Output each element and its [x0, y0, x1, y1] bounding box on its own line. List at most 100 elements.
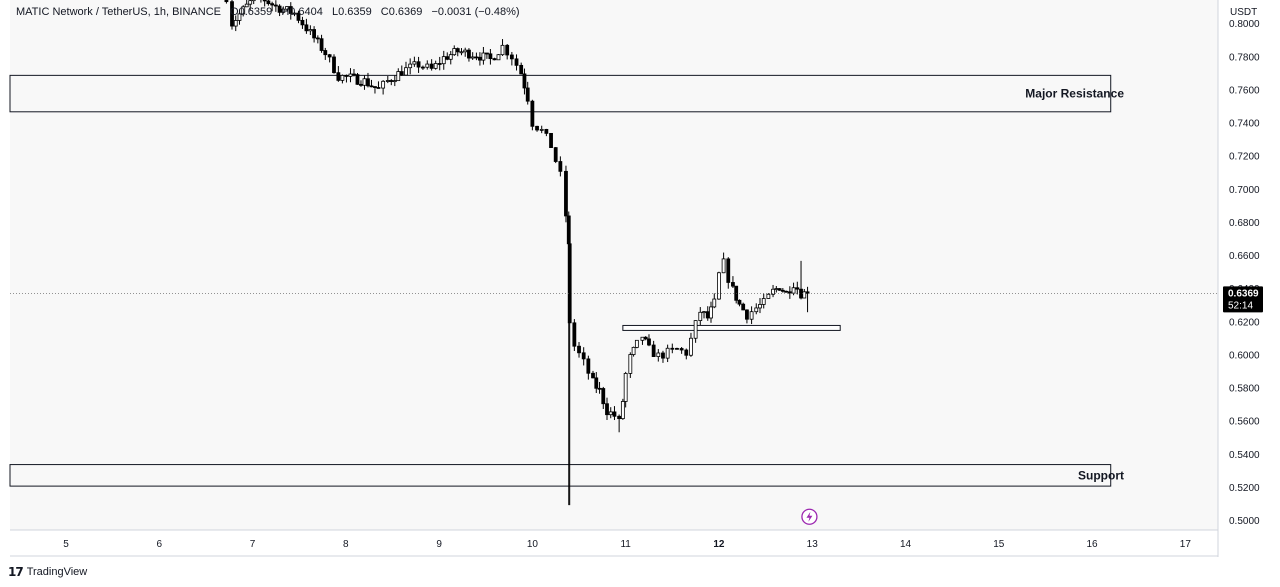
- candle-body: [366, 78, 370, 87]
- candle-body: [429, 63, 434, 69]
- candle-body: [591, 372, 595, 379]
- candle-body: [359, 83, 363, 86]
- time-tick-label: 11: [620, 539, 631, 550]
- candle-body: [412, 61, 417, 65]
- candle-body: [492, 58, 497, 61]
- candle-body: [761, 298, 766, 305]
- tradingview-brand[interactable]: 𝟭𝟳 TradingView: [8, 565, 87, 579]
- candle-body: [766, 293, 771, 299]
- candle-body: [623, 373, 628, 402]
- candles-layer: [224, 0, 810, 506]
- symbol-title[interactable]: MATIC Network / TetherUS, 1h, BINANCE: [16, 6, 221, 18]
- candle-body: [251, 0, 256, 2]
- price-axis-currency: USDT: [1230, 7, 1257, 18]
- candle-body: [577, 345, 581, 354]
- candle-body: [319, 38, 324, 51]
- price-tick-label: 0.7600: [1229, 85, 1260, 96]
- candle-body: [805, 291, 810, 294]
- candle-body: [634, 339, 639, 348]
- candle-body: [241, 6, 246, 15]
- price-tick-label: 0.7000: [1229, 185, 1260, 196]
- candle-body: [787, 291, 792, 294]
- candle-body: [404, 67, 408, 76]
- last-price-tag-bg: [1223, 286, 1263, 313]
- candle-body: [612, 411, 617, 417]
- candle-body: [355, 74, 360, 85]
- candle-body: [689, 337, 693, 356]
- candle-body: [617, 415, 622, 420]
- candle-body: [640, 336, 645, 341]
- plot-background: [10, 0, 1218, 530]
- candle-body: [771, 288, 775, 295]
- last-price-tag: 0.6369 52:14: [1223, 286, 1263, 313]
- last-price-value: 0.6369: [1228, 288, 1259, 299]
- candle-body: [266, 0, 271, 5]
- time-tick-label: 16: [1087, 539, 1099, 550]
- candle-body: [481, 52, 486, 61]
- candle-body: [795, 287, 800, 290]
- candle-body: [693, 320, 698, 339]
- candle-body: [519, 64, 524, 75]
- candle-body: [651, 344, 656, 357]
- candle-body: [445, 56, 450, 60]
- candle-body: [544, 128, 549, 134]
- candle-body: [549, 132, 553, 148]
- candle-body: [594, 377, 599, 389]
- candle-body: [344, 75, 349, 77]
- candle-body: [586, 358, 591, 374]
- price-tick-label: 0.6200: [1229, 317, 1260, 328]
- time-tick-label: 10: [527, 539, 539, 550]
- candle-body: [308, 29, 313, 32]
- candle-body: [758, 304, 762, 309]
- candle-body: [558, 161, 563, 172]
- candle-body: [717, 272, 721, 300]
- candle-body: [467, 49, 471, 59]
- price-tick-label: 0.6000: [1229, 350, 1260, 361]
- candle-body: [273, 4, 278, 7]
- candle-body: [679, 348, 684, 351]
- candle-body: [332, 56, 336, 74]
- candle-body: [399, 71, 404, 76]
- price-axis[interactable]: 0.8000 0.7800 0.7600 0.7400 0.7200 0.7000 0.68…: [1229, 19, 1260, 527]
- candle-body: [496, 54, 501, 61]
- candle-body: [304, 24, 309, 32]
- time-tick-label: 14: [900, 539, 912, 550]
- candle-body: [572, 322, 577, 347]
- candle-body: [525, 87, 530, 102]
- candle-body: [726, 258, 731, 283]
- candle-body: [433, 63, 438, 69]
- candle-body: [553, 147, 558, 162]
- candle-body: [564, 170, 568, 217]
- candle-body: [581, 352, 586, 360]
- candle-body: [416, 61, 421, 68]
- candle-body: [684, 349, 689, 356]
- candle-body: [647, 338, 651, 346]
- tradingview-logo-icon: 𝟭𝟳: [8, 565, 24, 579]
- candle-body: [224, 0, 229, 3]
- candle-body: [784, 290, 789, 293]
- candle-body: [620, 401, 625, 420]
- candle-body: [376, 87, 381, 89]
- candle-body: [656, 352, 661, 357]
- candle-body: [452, 48, 457, 56]
- candle-body: [774, 288, 779, 290]
- candle-body: [327, 54, 332, 58]
- candle-body: [665, 347, 670, 359]
- candle-body: [408, 63, 413, 69]
- candle-body: [628, 354, 633, 374]
- candle-body: [323, 50, 328, 56]
- price-tick-label: 0.5400: [1229, 450, 1260, 461]
- candle-body: [702, 311, 706, 314]
- candle-body: [505, 44, 510, 56]
- candle-body: [754, 307, 759, 313]
- candle-body: [270, 3, 275, 6]
- support-label: Support: [1078, 468, 1124, 482]
- price-tick-label: 0.5800: [1229, 384, 1260, 395]
- time-tick-label: 12: [713, 539, 725, 550]
- time-axis[interactable]: 5 6 7 8 9 10 11 12 13 14 15 16 17: [63, 539, 1191, 550]
- lightning-icon-bolt: [806, 511, 813, 522]
- lightning-icon[interactable]: [801, 508, 818, 525]
- price-tick-label: 0.5000: [1229, 516, 1260, 527]
- ohlc-high: H0.6404: [281, 6, 323, 18]
